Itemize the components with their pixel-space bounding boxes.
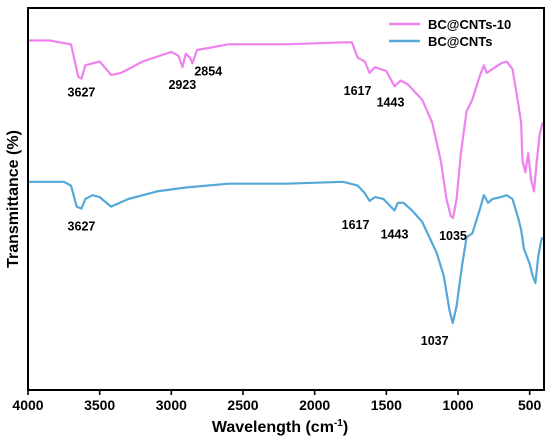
peak-label: 3627 [68, 86, 96, 100]
peak-label: 1443 [377, 95, 405, 109]
peak-label: 1617 [342, 218, 370, 232]
x-tick-label: 2500 [227, 397, 258, 413]
x-tick-label: 500 [518, 397, 542, 413]
legend: BC@CNTs-10 BC@CNTs [389, 17, 511, 49]
peak-label: 1443 [381, 227, 409, 241]
peak-label: 2923 [168, 78, 196, 92]
axes [27, 7, 545, 391]
peak-label: 3627 [68, 220, 96, 234]
peak-label: 1617 [344, 84, 372, 98]
x-axis-ticks: 4000 3500 3000 2500 2000 1500 1000 500 [12, 390, 542, 413]
legend-label: BC@CNTs-10 [428, 17, 511, 32]
y-axis-title: Transmittance (%) [5, 130, 22, 268]
x-tick-label: 1000 [442, 397, 473, 413]
series-line-1 [28, 180, 544, 325]
x-tick-label: 1500 [371, 397, 402, 413]
x-tick-label: 3500 [84, 397, 115, 413]
x-tick-label: 2000 [299, 397, 330, 413]
x-axis-title: Wavelength (cm-1) [212, 418, 348, 436]
peak-label: 2854 [194, 64, 222, 78]
plot-area [28, 39, 544, 325]
plot-frame [27, 7, 545, 391]
legend-label: BC@CNTs [428, 34, 492, 49]
peak-label: 1035 [439, 229, 467, 243]
x-tick-label: 4000 [12, 397, 43, 413]
x-tick-label: 3000 [156, 397, 187, 413]
peak-label: 1037 [421, 334, 449, 348]
series-line-0 [28, 39, 544, 220]
